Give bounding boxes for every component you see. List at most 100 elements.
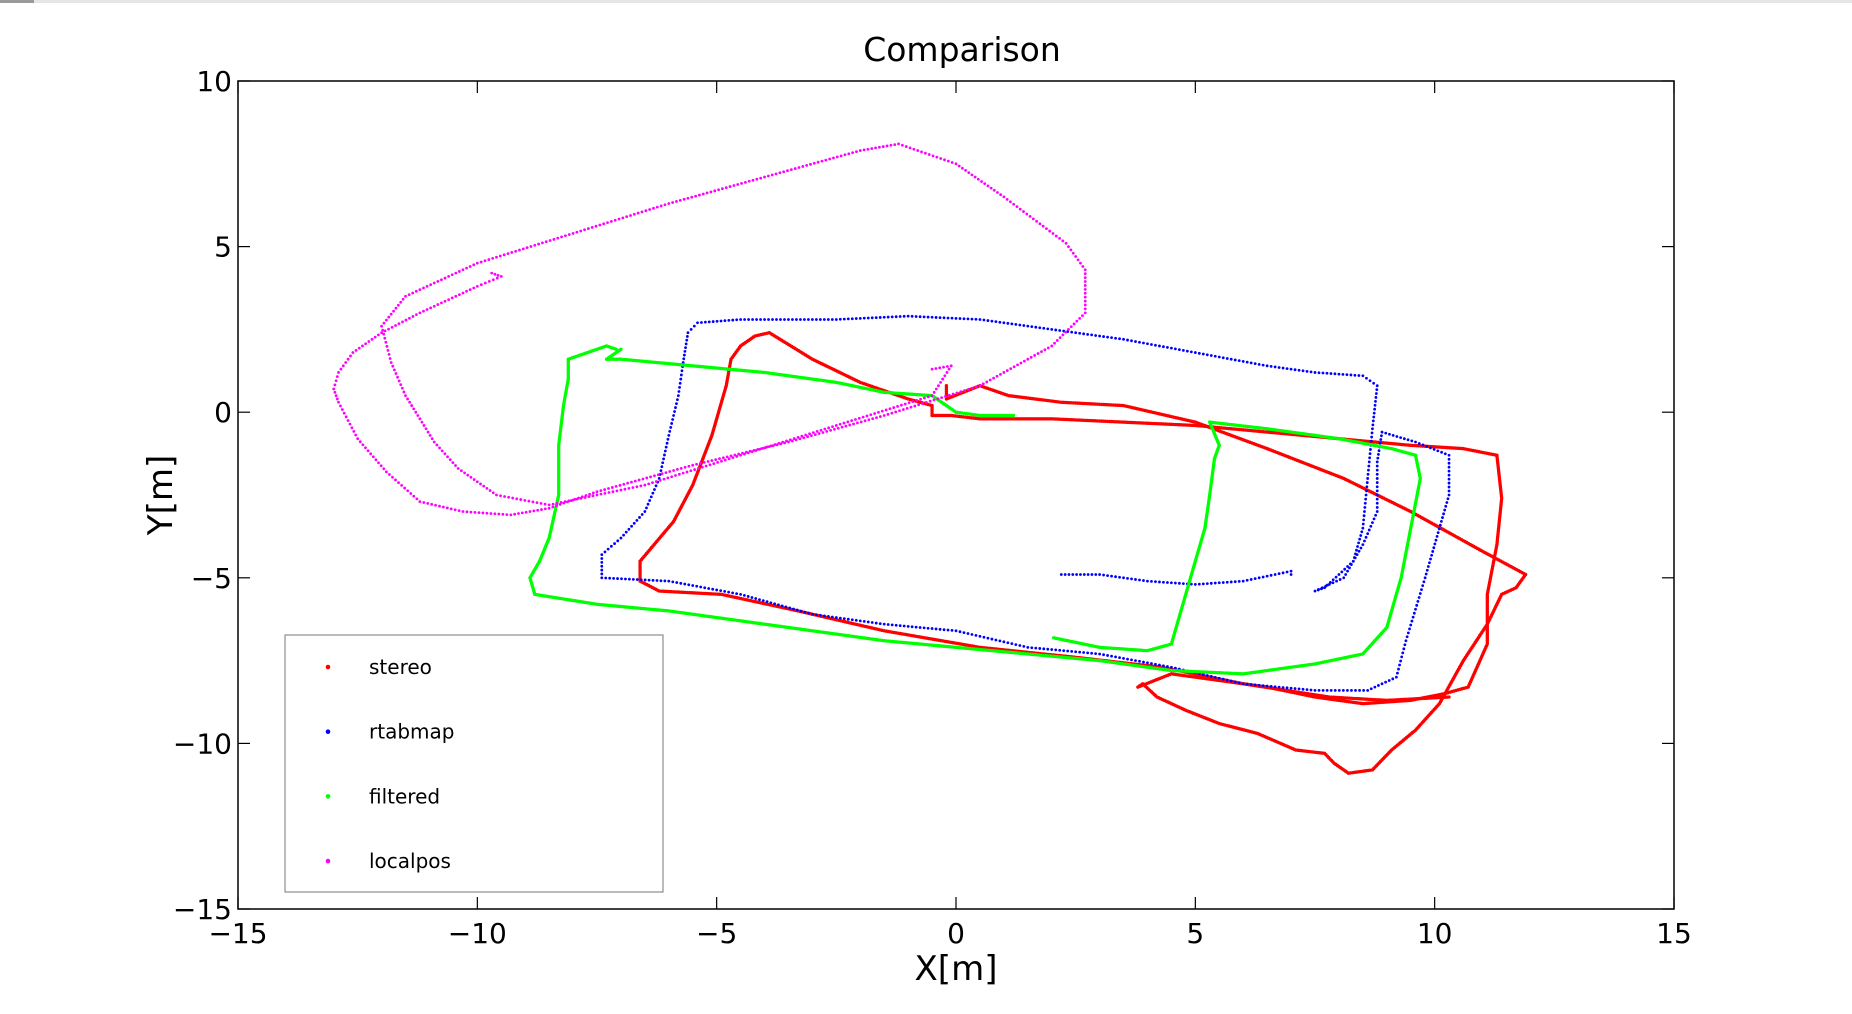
rtabmap-marker-479: [926, 626, 930, 630]
rtabmap-marker-377: [1333, 689, 1337, 692]
legend-label-rtabmap: rtabmap: [369, 720, 454, 744]
localpos-marker-639: [915, 399, 919, 402]
localpos-marker-146: [630, 480, 633, 484]
localpos-marker-337: [900, 143, 904, 147]
localpos-marker-631: [884, 408, 888, 412]
localpos-marker-470: [399, 300, 403, 304]
localpos-marker-540: [531, 500, 535, 504]
localpos-marker-317: [973, 175, 977, 179]
rtabmap-marker-187: [1373, 403, 1377, 407]
rtabmap-marker-308: [1447, 469, 1451, 473]
localpos-marker-556: [595, 493, 599, 497]
rtabmap-marker-148: [1241, 360, 1245, 363]
rtabmap-marker-511: [799, 609, 803, 613]
rtabmap-marker-276: [1375, 468, 1379, 472]
rtabmap-marker-509: [807, 611, 811, 615]
rtabmap-marker-121: [1134, 340, 1137, 343]
localpos-marker-642: [926, 395, 930, 399]
localpos-marker-280: [1083, 272, 1087, 276]
x-tick-label-5: 10: [1417, 917, 1453, 950]
localpos-marker-330: [927, 153, 931, 156]
rtabmap-marker-557: [620, 577, 623, 581]
rtabmap-marker-229: [1343, 567, 1347, 571]
rtabmap-marker-205: [1366, 477, 1370, 480]
rtabmap-marker-499: [846, 617, 850, 621]
rtabmap-marker-376: [1337, 689, 1341, 692]
rtabmap-marker-65: [910, 314, 914, 318]
localpos-marker-397: [671, 201, 675, 204]
localpos-marker-43: [357, 346, 361, 350]
rtabmap-marker-140: [1209, 354, 1213, 357]
rtabmap-marker-309: [1447, 473, 1451, 477]
rtabmap-marker-424: [1146, 661, 1149, 665]
localpos-marker-575: [670, 475, 674, 479]
localpos-marker-422: [575, 230, 579, 234]
rtabmap-marker-8: [686, 331, 690, 335]
rtabmap-marker-61: [894, 315, 898, 319]
rtabmap-marker-307: [1447, 465, 1451, 469]
localpos-marker-547: [559, 501, 563, 504]
rtabmap-marker-221: [1357, 541, 1361, 545]
rtabmap-marker-553: [635, 578, 639, 581]
localpos-marker-405: [640, 210, 644, 214]
localpos-marker-72: [364, 446, 367, 450]
localpos-marker-61: [340, 408, 344, 411]
localpos-marker-323: [954, 162, 958, 166]
rtabmap-marker-52: [858, 316, 862, 320]
localpos-marker-221: [917, 403, 921, 407]
localpos-marker-536: [515, 497, 519, 501]
localpos-marker-474: [389, 312, 393, 316]
rtabmap-marker-643: [1146, 579, 1149, 583]
localpos-marker-355: [832, 156, 835, 160]
localpos-marker-630: [880, 409, 884, 413]
rtabmap-marker-175: [1349, 373, 1353, 377]
rtabmap-marker-626: [1079, 573, 1082, 576]
localpos-marker-432: [537, 242, 541, 246]
rtabmap-marker-472: [954, 629, 958, 633]
rtabmap-marker-502: [834, 616, 838, 619]
localpos-marker-210: [875, 416, 878, 420]
localpos-marker-104: [469, 510, 473, 514]
legend-marker-stereo: [325, 664, 331, 670]
rtabmap-marker-372: [1354, 689, 1357, 692]
rtabmap-marker-173: [1341, 372, 1345, 376]
localpos-marker-155: [664, 471, 668, 475]
rtabmap-marker-450: [1042, 647, 1046, 651]
localpos-marker-554: [587, 495, 591, 499]
localpos-marker-170: [721, 456, 725, 460]
rtabmap-marker-421: [1158, 663, 1161, 667]
localpos-marker-302: [1022, 210, 1025, 213]
rtabmap-marker-170: [1329, 372, 1333, 375]
localpos-marker-94: [430, 502, 434, 506]
rtabmap-marker-607: [671, 418, 675, 421]
rtabmap-marker-200: [1368, 456, 1372, 460]
rtabmap-marker-317: [1444, 504, 1448, 508]
rtabmap-marker-405: [1221, 677, 1225, 681]
legend-label-localpos: localpos: [369, 849, 451, 873]
localpos-marker-445: [487, 258, 491, 261]
localpos-marker-46: [349, 354, 352, 358]
localpos-marker-565: [631, 486, 635, 489]
rtabmap-marker-142: [1217, 355, 1221, 359]
rtabmap-marker-240: [1317, 587, 1320, 591]
localpos-marker-142: [614, 484, 618, 488]
rtabmap-marker-438: [1090, 651, 1094, 655]
localpos-marker-201: [840, 425, 844, 429]
rtabmap-marker-343: [1415, 603, 1419, 607]
localpos-marker-156: [668, 470, 672, 473]
localpos-marker-26: [415, 313, 418, 317]
rtabmap-marker-158: [1281, 366, 1285, 370]
localpos-marker-122: [540, 508, 543, 511]
localpos-marker-27: [411, 315, 415, 318]
localpos-marker-475: [387, 315, 391, 319]
localpos-marker-0: [490, 271, 494, 275]
rtabmap-marker-177: [1357, 374, 1361, 377]
rtabmap-marker-210: [1364, 497, 1368, 501]
localpos-marker-601: [769, 444, 773, 448]
rtabmap-marker-79: [966, 317, 970, 321]
localpos-marker-506: [424, 427, 428, 431]
rtabmap-marker-659: [1209, 581, 1213, 585]
rtabmap-marker-632: [1102, 573, 1105, 577]
localpos-marker-451: [465, 266, 468, 270]
localpos-marker-95: [434, 503, 437, 507]
